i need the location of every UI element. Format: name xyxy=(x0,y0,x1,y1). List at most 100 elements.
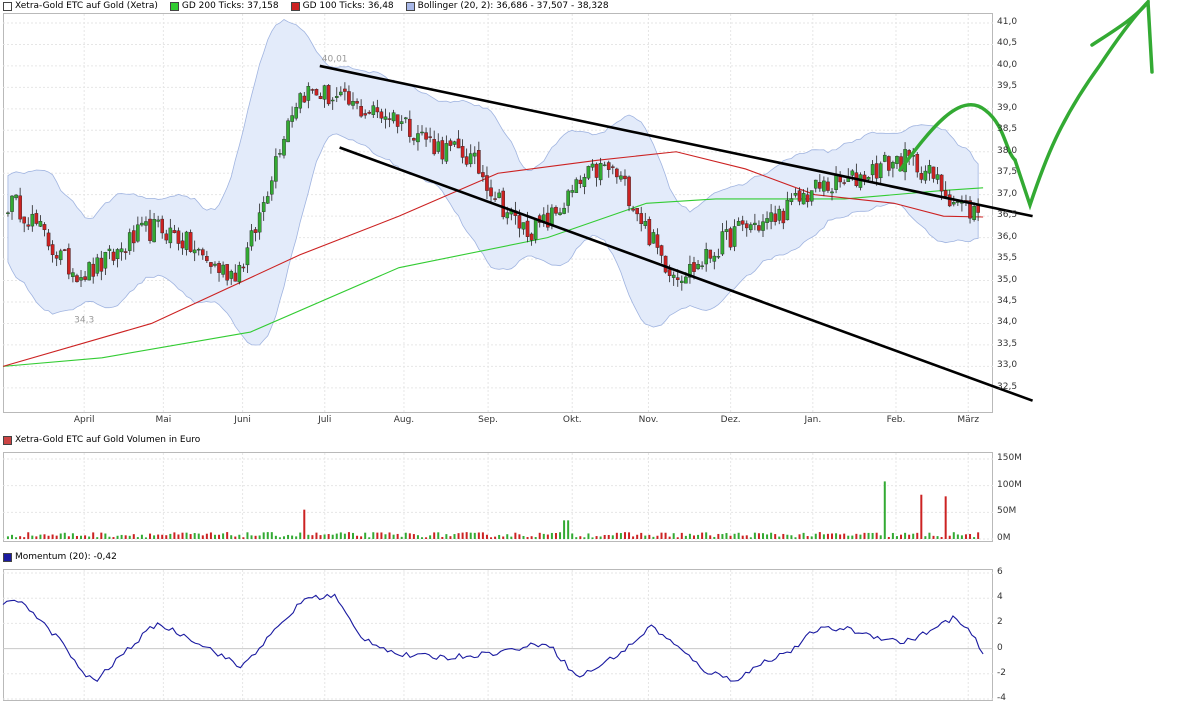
volume-bar xyxy=(242,537,245,539)
volume-bar xyxy=(449,536,452,539)
volume-bar xyxy=(623,532,626,539)
volume-bar xyxy=(591,537,594,539)
volume-bar xyxy=(822,534,825,539)
price-y-tick-label: 33,0 xyxy=(997,360,1018,371)
volume-bar xyxy=(116,535,119,539)
volume-bar xyxy=(376,532,379,539)
volume-bar xyxy=(636,534,639,539)
candle-up xyxy=(688,263,692,278)
volume-bar xyxy=(149,533,152,539)
volume-bar xyxy=(510,536,513,539)
x-axis-month-label: März xyxy=(957,415,980,425)
volume-bar xyxy=(429,535,432,539)
candle-down xyxy=(631,208,635,211)
volume-bar xyxy=(234,536,237,539)
volume-bar xyxy=(469,532,472,539)
volume-bar xyxy=(55,535,58,539)
candle-up xyxy=(822,180,826,192)
momentum-y-tick-label: 2 xyxy=(997,617,1003,628)
volume-bar xyxy=(920,494,923,539)
volume-bar xyxy=(287,534,290,539)
candle-up xyxy=(107,248,112,251)
candle-down xyxy=(46,232,51,247)
volume-bar xyxy=(169,533,172,539)
volume-bar xyxy=(778,536,781,539)
candle-down xyxy=(440,140,445,160)
candle-up xyxy=(651,232,656,244)
candle-up xyxy=(290,115,294,122)
volume-bar xyxy=(713,536,716,539)
volume-swatch xyxy=(3,435,12,445)
candle-down xyxy=(757,225,761,231)
candle-down xyxy=(75,275,79,283)
volume-bar xyxy=(11,534,14,539)
volume-bar xyxy=(839,534,842,539)
volume-bar xyxy=(912,533,915,539)
candle-up xyxy=(834,175,838,190)
volume-bar xyxy=(648,534,651,539)
volume-bar xyxy=(717,533,720,539)
price-y-tick-label: 35,0 xyxy=(997,274,1018,285)
volume-bar xyxy=(956,534,959,539)
candle-down xyxy=(615,168,619,178)
candle-down xyxy=(326,85,331,105)
volume-bar xyxy=(697,534,700,539)
volume-bar xyxy=(238,534,241,539)
candle-up xyxy=(680,280,684,283)
legend-label-bollinger: Bollinger (20, 2): 36,686 - 37,507 - 38,… xyxy=(417,1,609,11)
instrument-swatch xyxy=(3,1,12,11)
volume-bar xyxy=(59,533,62,539)
legend-item-sma200: GD 200 Ticks: 37,158 xyxy=(169,1,279,11)
candle-up xyxy=(671,274,676,278)
volume-bar xyxy=(71,533,74,539)
candle-up xyxy=(196,248,201,251)
candle-up xyxy=(684,276,688,284)
volume-bar xyxy=(88,536,91,539)
volume-bar xyxy=(506,534,509,539)
candle-up xyxy=(119,248,124,253)
candle-down xyxy=(915,154,920,173)
volume-bar xyxy=(331,534,334,539)
volume-bar xyxy=(790,535,793,539)
candle-down xyxy=(797,190,802,202)
legend-item-momentum: Momentum (20): -0,42 xyxy=(3,552,117,562)
volume-bar xyxy=(757,533,760,539)
volume-bar xyxy=(128,535,131,539)
candle-up xyxy=(704,249,708,265)
candle-down xyxy=(123,251,128,253)
volume-bar xyxy=(165,535,168,539)
volume-bar xyxy=(408,533,411,539)
candle-down xyxy=(367,111,372,114)
candle-up xyxy=(972,206,976,220)
volume-bar xyxy=(144,537,147,539)
candle-down xyxy=(728,228,733,248)
candle-down xyxy=(554,207,558,214)
volume-bar xyxy=(802,532,805,539)
volume-bar xyxy=(871,532,874,539)
volume-bar xyxy=(453,534,456,539)
candle-up xyxy=(789,198,794,202)
candle-up xyxy=(696,264,700,270)
volume-bar xyxy=(201,535,204,539)
volume-bar xyxy=(400,536,403,539)
momentum-panel xyxy=(3,569,993,701)
volume-bar xyxy=(611,535,614,539)
candle-down xyxy=(62,249,67,251)
volume-bar xyxy=(339,532,342,539)
candle-up xyxy=(619,175,623,180)
volume-bar xyxy=(15,537,18,539)
candle-down xyxy=(460,146,465,158)
candle-up xyxy=(221,264,225,275)
high-annotation: 40,01 xyxy=(322,54,348,64)
candle-down xyxy=(826,181,830,191)
volume-bar xyxy=(709,535,712,539)
volume-bar xyxy=(485,534,488,539)
price-y-tick-label: 34,5 xyxy=(997,295,1018,306)
volume-bar xyxy=(396,533,399,539)
candle-down xyxy=(493,198,497,200)
candle-up xyxy=(115,249,120,260)
price-y-tick-label: 38,5 xyxy=(997,124,1018,135)
candle-up xyxy=(144,221,148,226)
volume-bar xyxy=(895,536,898,539)
legend-item-bollinger: Bollinger (20, 2): 36,686 - 37,507 - 38,… xyxy=(405,1,609,11)
